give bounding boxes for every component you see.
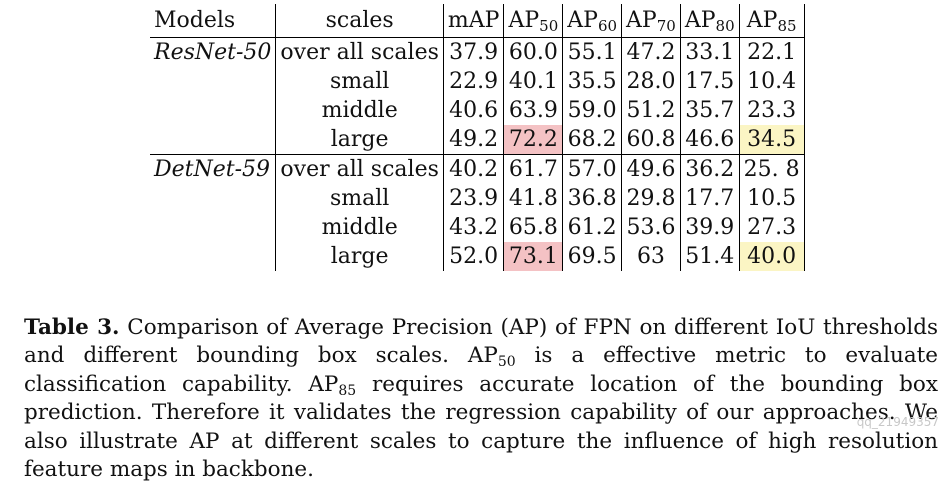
header-row: Models scales mAP AP50 AP60 AP70 AP80 AP… xyxy=(150,4,805,38)
scale-label: middle xyxy=(275,213,444,242)
value-ap50: 65.8 xyxy=(503,213,564,242)
group-resnet50: ResNet-50 over all scales 37.9 60.0 55.1… xyxy=(150,37,805,155)
value-ap80: 17.7 xyxy=(680,184,740,213)
header-scales: scales xyxy=(275,4,444,38)
table-row: large 49.2 72.2 68.2 60.8 46.6 34.5 xyxy=(150,125,805,155)
table-caption: Table 3. Comparison of Average Precision… xyxy=(24,314,939,483)
results-table: Models scales mAP AP50 AP60 AP70 AP80 AP… xyxy=(150,4,805,271)
value-ap70: 28.0 xyxy=(621,67,681,96)
scale-label: small xyxy=(275,184,444,213)
value-ap70: 29.8 xyxy=(621,184,681,213)
header-ap80: AP80 xyxy=(680,4,740,38)
value-ap50: 40.1 xyxy=(503,67,564,96)
table-row: middle 40.6 63.9 59.0 51.2 35.7 23.3 xyxy=(150,96,805,125)
value-ap80: 17.5 xyxy=(680,67,740,96)
model-name: ResNet-50 xyxy=(150,37,277,67)
value-ap85: 22.1 xyxy=(739,37,805,67)
group-detnet59: DetNet-59 over all scales 40.2 61.7 57.0… xyxy=(150,154,805,271)
table-row: large 52.0 73.1 69.5 63 51.4 40.0 xyxy=(150,242,805,271)
value-ap70: 63 xyxy=(621,242,681,271)
value-ap50-highlighted: 72.2 xyxy=(503,125,564,155)
value-ap60: 59.0 xyxy=(562,96,623,125)
table-row: DetNet-59 over all scales 40.2 61.7 57.0… xyxy=(150,154,805,184)
header-models: Models xyxy=(150,4,277,38)
scale-label: over all scales xyxy=(275,154,444,184)
value-ap85: 10.4 xyxy=(739,67,805,96)
value-ap85: 27.3 xyxy=(739,213,805,242)
value-ap60: 69.5 xyxy=(562,242,623,271)
value-ap80: 35.7 xyxy=(680,96,740,125)
value-ap70: 51.2 xyxy=(621,96,681,125)
value-map: 40.6 xyxy=(443,96,505,125)
scale-label: large xyxy=(275,125,444,155)
value-ap70: 49.6 xyxy=(621,154,681,184)
value-ap70: 47.2 xyxy=(621,37,681,67)
value-ap50: 61.7 xyxy=(503,154,564,184)
value-map: 40.2 xyxy=(443,154,505,184)
value-ap85-highlighted: 34.5 xyxy=(739,125,805,155)
value-ap80: 39.9 xyxy=(680,213,740,242)
value-ap50: 60.0 xyxy=(503,37,564,67)
value-ap70: 53.6 xyxy=(621,213,681,242)
value-ap50: 63.9 xyxy=(503,96,564,125)
value-ap60: 55.1 xyxy=(562,37,623,67)
value-ap50: 41.8 xyxy=(503,184,564,213)
value-ap85: 10.5 xyxy=(739,184,805,213)
value-ap80: 51.4 xyxy=(680,242,740,271)
header-ap50: AP50 xyxy=(503,4,564,38)
header-ap85: AP85 xyxy=(739,4,805,38)
value-map: 37.9 xyxy=(443,37,505,67)
table-row: ResNet-50 over all scales 37.9 60.0 55.1… xyxy=(150,37,805,67)
table-row: small 23.9 41.8 36.8 29.8 17.7 10.5 xyxy=(150,184,805,213)
value-ap60: 35.5 xyxy=(562,67,623,96)
header-ap70: AP70 xyxy=(621,4,681,38)
value-ap60: 68.2 xyxy=(562,125,623,155)
scale-label: over all scales xyxy=(275,37,444,67)
value-ap60: 57.0 xyxy=(562,154,623,184)
value-ap85-highlighted: 40.0 xyxy=(739,242,805,271)
value-ap70: 60.8 xyxy=(621,125,681,155)
value-map: 52.0 xyxy=(443,242,505,271)
value-ap85: 23.3 xyxy=(739,96,805,125)
scale-label: large xyxy=(275,242,444,271)
table-row: small 22.9 40.1 35.5 28.0 17.5 10.4 xyxy=(150,67,805,96)
value-ap80: 33.1 xyxy=(680,37,740,67)
value-map: 43.2 xyxy=(443,213,505,242)
scale-label: middle xyxy=(275,96,444,125)
watermark: qq_21949357 xyxy=(856,415,939,429)
value-map: 23.9 xyxy=(443,184,505,213)
table-row: middle 43.2 65.8 61.2 53.6 39.9 27.3 xyxy=(150,213,805,242)
caption-label: Table 3. xyxy=(24,314,120,340)
value-ap80: 36.2 xyxy=(680,154,740,184)
value-ap60: 36.8 xyxy=(562,184,623,213)
scale-label: small xyxy=(275,67,444,96)
header-map: mAP xyxy=(443,4,505,38)
value-ap60: 61.2 xyxy=(562,213,623,242)
value-map: 22.9 xyxy=(443,67,505,96)
value-ap50-highlighted: 73.1 xyxy=(503,242,564,271)
value-map: 49.2 xyxy=(443,125,505,155)
model-name: DetNet-59 xyxy=(150,154,277,184)
header-ap60: AP60 xyxy=(562,4,623,38)
value-ap85: 25. 8 xyxy=(739,154,805,184)
value-ap80: 46.6 xyxy=(680,125,740,155)
